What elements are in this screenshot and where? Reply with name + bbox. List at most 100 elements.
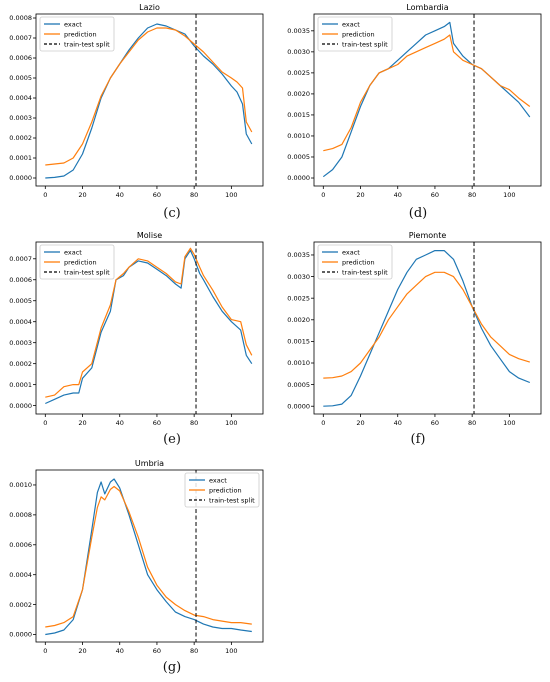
legend-box bbox=[184, 472, 260, 508]
x-tick-label: 20 bbox=[78, 419, 86, 427]
y-tick-label: 0.0030 bbox=[287, 48, 310, 56]
series-line-0 bbox=[323, 250, 531, 407]
legend-label: train-test split bbox=[209, 496, 255, 504]
x-tick-label: 60 bbox=[153, 647, 161, 655]
x-tick-label: 40 bbox=[394, 191, 402, 199]
y-tick-label: 0.0002 bbox=[9, 134, 32, 142]
y-tick-label: 0.0005 bbox=[9, 297, 32, 305]
x-tick-label: 60 bbox=[431, 419, 439, 427]
legend-label: train-test split bbox=[64, 40, 110, 48]
y-tick-label: 0.0005 bbox=[9, 74, 32, 82]
y-tick-label: 0.0015 bbox=[287, 111, 310, 119]
x-tick-label: 20 bbox=[78, 191, 86, 199]
legend: exact prediction train-test split bbox=[317, 16, 393, 52]
legend-label: prediction bbox=[64, 258, 97, 266]
series-line-1 bbox=[323, 34, 531, 152]
y-tick-label: 0.0003 bbox=[9, 339, 32, 347]
y-tick-label: 0.0015 bbox=[287, 338, 310, 346]
axes-frame bbox=[313, 241, 542, 415]
x-tick-label: 0 bbox=[321, 191, 325, 199]
x-tick-label: 60 bbox=[431, 191, 439, 199]
chart-title: Umbria bbox=[135, 459, 164, 468]
x-tick-label: 100 bbox=[503, 191, 515, 199]
caption-g: (g) bbox=[162, 660, 182, 675]
y-tick-label: 0.0025 bbox=[287, 294, 310, 302]
x-tick-label: 40 bbox=[394, 419, 402, 427]
legend-box bbox=[39, 16, 115, 52]
y-tick-label: 0.0004 bbox=[9, 318, 32, 326]
legend-label: train-test split bbox=[342, 40, 388, 48]
x-tick-label: 80 bbox=[468, 191, 476, 199]
x-tick-label: 100 bbox=[503, 419, 515, 427]
y-tick-label: 0.0005 bbox=[287, 381, 310, 389]
x-tick-label: 20 bbox=[78, 647, 86, 655]
x-tick-label: 0 bbox=[321, 419, 325, 427]
x-tick-label: 80 bbox=[468, 419, 476, 427]
legend: exact prediction train-test split bbox=[39, 16, 115, 52]
series-line-1 bbox=[45, 485, 252, 628]
chart-lombardia: Lombardia 0 20 40 60 80 100 0.0000 0.0005 0.0010 0… bbox=[287, 3, 542, 199]
y-tick-label: 0.0006 bbox=[9, 276, 32, 284]
x-tick-label: 40 bbox=[116, 419, 124, 427]
x-tick-label: 80 bbox=[190, 647, 198, 655]
legend-box bbox=[39, 244, 115, 280]
x-tick-label: 40 bbox=[116, 191, 124, 199]
x-tick-label: 80 bbox=[190, 419, 198, 427]
chart-title: Piemonte bbox=[409, 231, 447, 240]
chart-molise: Molise 0 20 40 60 80 100 0.0000 0.0001 0.0002 0.00… bbox=[9, 231, 264, 427]
series-line-0 bbox=[45, 249, 253, 405]
x-tick-label: 20 bbox=[356, 419, 364, 427]
y-tick-label: 0.0003 bbox=[9, 114, 32, 122]
y-tick-label: 0.0035 bbox=[287, 251, 310, 259]
chart-title: Molise bbox=[137, 231, 162, 240]
x-tick-label: 100 bbox=[225, 419, 237, 427]
chart-piemonte: Piemonte 0 20 40 60 80 100 0.0000 0.0005 0.0010 0.… bbox=[287, 231, 542, 427]
y-tick-label: 0.0025 bbox=[287, 69, 310, 77]
series-line-1 bbox=[45, 247, 253, 398]
axes-frame bbox=[35, 241, 264, 415]
y-tick-label: 0.0010 bbox=[287, 359, 310, 367]
y-tick-label: 0.0008 bbox=[9, 14, 32, 22]
legend-label: exact bbox=[342, 248, 360, 256]
chart-umbria: Umbria 0 20 40 60 80 100 0.0000 0.0002 0.0004 0.00… bbox=[9, 459, 264, 655]
x-tick-label: 0 bbox=[43, 647, 47, 655]
legend-label: exact bbox=[342, 20, 360, 28]
y-tick-label: 0.0000 bbox=[9, 174, 32, 182]
legend: exact prediction train-test split bbox=[317, 244, 393, 280]
x-tick-label: 20 bbox=[356, 191, 364, 199]
x-tick-label: 80 bbox=[190, 191, 198, 199]
x-tick-label: 0 bbox=[43, 419, 47, 427]
y-tick-label: 0.0001 bbox=[9, 381, 32, 389]
series-line-1 bbox=[323, 271, 530, 379]
y-tick-label: 0.0008 bbox=[9, 511, 32, 519]
y-tick-label: 0.0010 bbox=[9, 481, 32, 489]
series-line-0 bbox=[45, 23, 253, 179]
y-tick-label: 0.0035 bbox=[287, 27, 310, 35]
chart-title: Lombardia bbox=[406, 3, 448, 12]
axes-frame bbox=[313, 13, 542, 187]
y-tick-label: 0.0001 bbox=[9, 154, 32, 162]
chart-title: Lazio bbox=[139, 3, 160, 12]
caption-c: (c) bbox=[163, 206, 181, 221]
caption-e: (e) bbox=[163, 432, 181, 447]
caption-f: (f) bbox=[410, 432, 426, 447]
y-tick-label: 0.0005 bbox=[287, 153, 310, 161]
legend-label: exact bbox=[209, 476, 227, 484]
x-tick-label: 40 bbox=[116, 647, 124, 655]
legend-label: prediction bbox=[209, 486, 242, 494]
y-tick-label: 0.0004 bbox=[9, 571, 32, 579]
legend-label: prediction bbox=[64, 30, 97, 38]
axes-frame bbox=[35, 469, 264, 643]
legend-box bbox=[317, 16, 393, 52]
y-tick-label: 0.0020 bbox=[287, 316, 310, 324]
legend-label: prediction bbox=[342, 30, 375, 38]
x-tick-label: 60 bbox=[153, 419, 161, 427]
legend-label: train-test split bbox=[342, 268, 388, 276]
y-tick-label: 0.0000 bbox=[287, 402, 310, 410]
y-tick-label: 0.0010 bbox=[287, 132, 310, 140]
y-tick-label: 0.0000 bbox=[287, 174, 310, 182]
legend-label: exact bbox=[64, 248, 82, 256]
chart-lazio: Lazio 0 20 40 60 80 100 0.0000 0.0001 0.0002 0.000… bbox=[9, 3, 264, 199]
x-tick-label: 100 bbox=[225, 191, 237, 199]
